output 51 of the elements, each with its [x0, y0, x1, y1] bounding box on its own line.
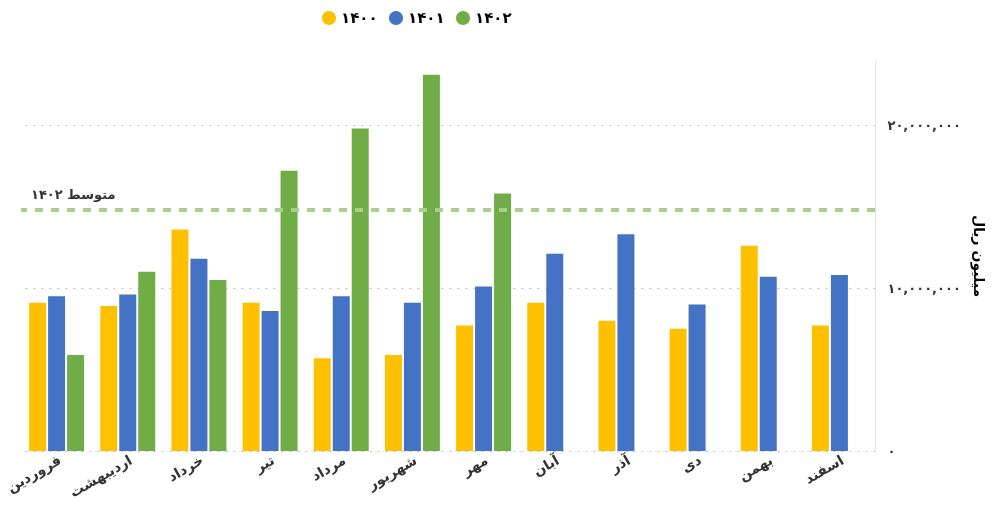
bar: [67, 354, 85, 451]
bar: [171, 229, 189, 451]
x-tick-label: آذر: [606, 450, 634, 477]
x-tick-label: خرداد: [165, 451, 207, 486]
bar: [242, 302, 260, 451]
bar: [403, 302, 421, 451]
ref-line-label: متوسط ۱۴۰۲: [31, 186, 116, 202]
bar: [313, 358, 331, 451]
legend-label: ۱۴۰۱: [408, 9, 445, 27]
legend-label: ۱۴۰۲: [475, 9, 512, 27]
bar: [209, 279, 227, 451]
x-tick-label: بهمن: [735, 451, 776, 485]
bar: [494, 193, 512, 451]
x-tick-label: مرداد: [308, 451, 349, 485]
bar: [688, 304, 706, 451]
bar: [475, 286, 493, 451]
bar: [351, 128, 369, 451]
bar: [617, 234, 635, 451]
x-tick-label: فروردین: [3, 451, 65, 497]
bar: [456, 325, 474, 451]
bar: [261, 310, 279, 451]
bar: [280, 170, 298, 451]
bar: [598, 320, 616, 451]
y-tick-label: ۲۰,۰۰۰,۰۰۰: [887, 117, 961, 133]
bar: [332, 296, 350, 451]
x-tick-label: مهر: [458, 451, 492, 481]
bar: [740, 245, 758, 451]
y-axis-title: میلیون ریال: [969, 214, 987, 298]
bar: [830, 275, 848, 451]
bar: [422, 74, 440, 451]
bar: [527, 302, 545, 451]
legend-label: ۱۴۰۰: [341, 9, 378, 27]
bar: [384, 354, 402, 451]
bar: [811, 325, 829, 451]
y-tick-label: ۱۰,۰۰۰,۰۰۰: [887, 280, 961, 296]
x-tick-label: تیر: [251, 451, 278, 477]
bar: [759, 276, 777, 451]
bar: [546, 253, 564, 451]
bar: [669, 328, 687, 451]
bar: [29, 302, 47, 451]
x-tick-label: دی: [678, 451, 705, 476]
y-tick-label: ۰: [887, 443, 896, 459]
bar: [48, 296, 66, 451]
bar: [190, 258, 208, 451]
x-tick-label: شهریور: [363, 451, 420, 494]
bar: [138, 271, 156, 451]
x-tick-label: اردیبهشت: [66, 451, 136, 502]
bar: [119, 294, 137, 451]
bar: [100, 306, 118, 451]
x-tick-label: اسفند: [801, 451, 847, 487]
x-tick-label: آبان: [529, 450, 563, 480]
